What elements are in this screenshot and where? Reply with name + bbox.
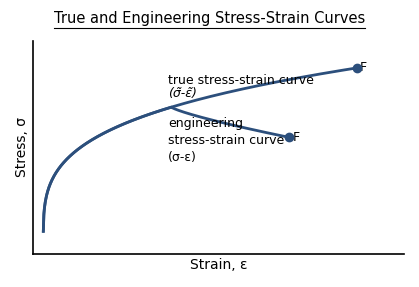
Text: (σ̃-ε̃): (σ̃-ε̃) xyxy=(168,87,197,100)
X-axis label: Strain, ε: Strain, ε xyxy=(190,258,247,272)
Text: true stress-strain curve: true stress-strain curve xyxy=(168,74,314,87)
Text: engineering
stress-strain curve
(σ-ε): engineering stress-strain curve (σ-ε) xyxy=(168,117,284,164)
Text: F: F xyxy=(293,131,300,144)
Text: True and Engineering Stress-Strain Curves: True and Engineering Stress-Strain Curve… xyxy=(54,11,365,26)
Y-axis label: Stress, σ: Stress, σ xyxy=(15,117,29,177)
Text: F: F xyxy=(360,61,367,74)
